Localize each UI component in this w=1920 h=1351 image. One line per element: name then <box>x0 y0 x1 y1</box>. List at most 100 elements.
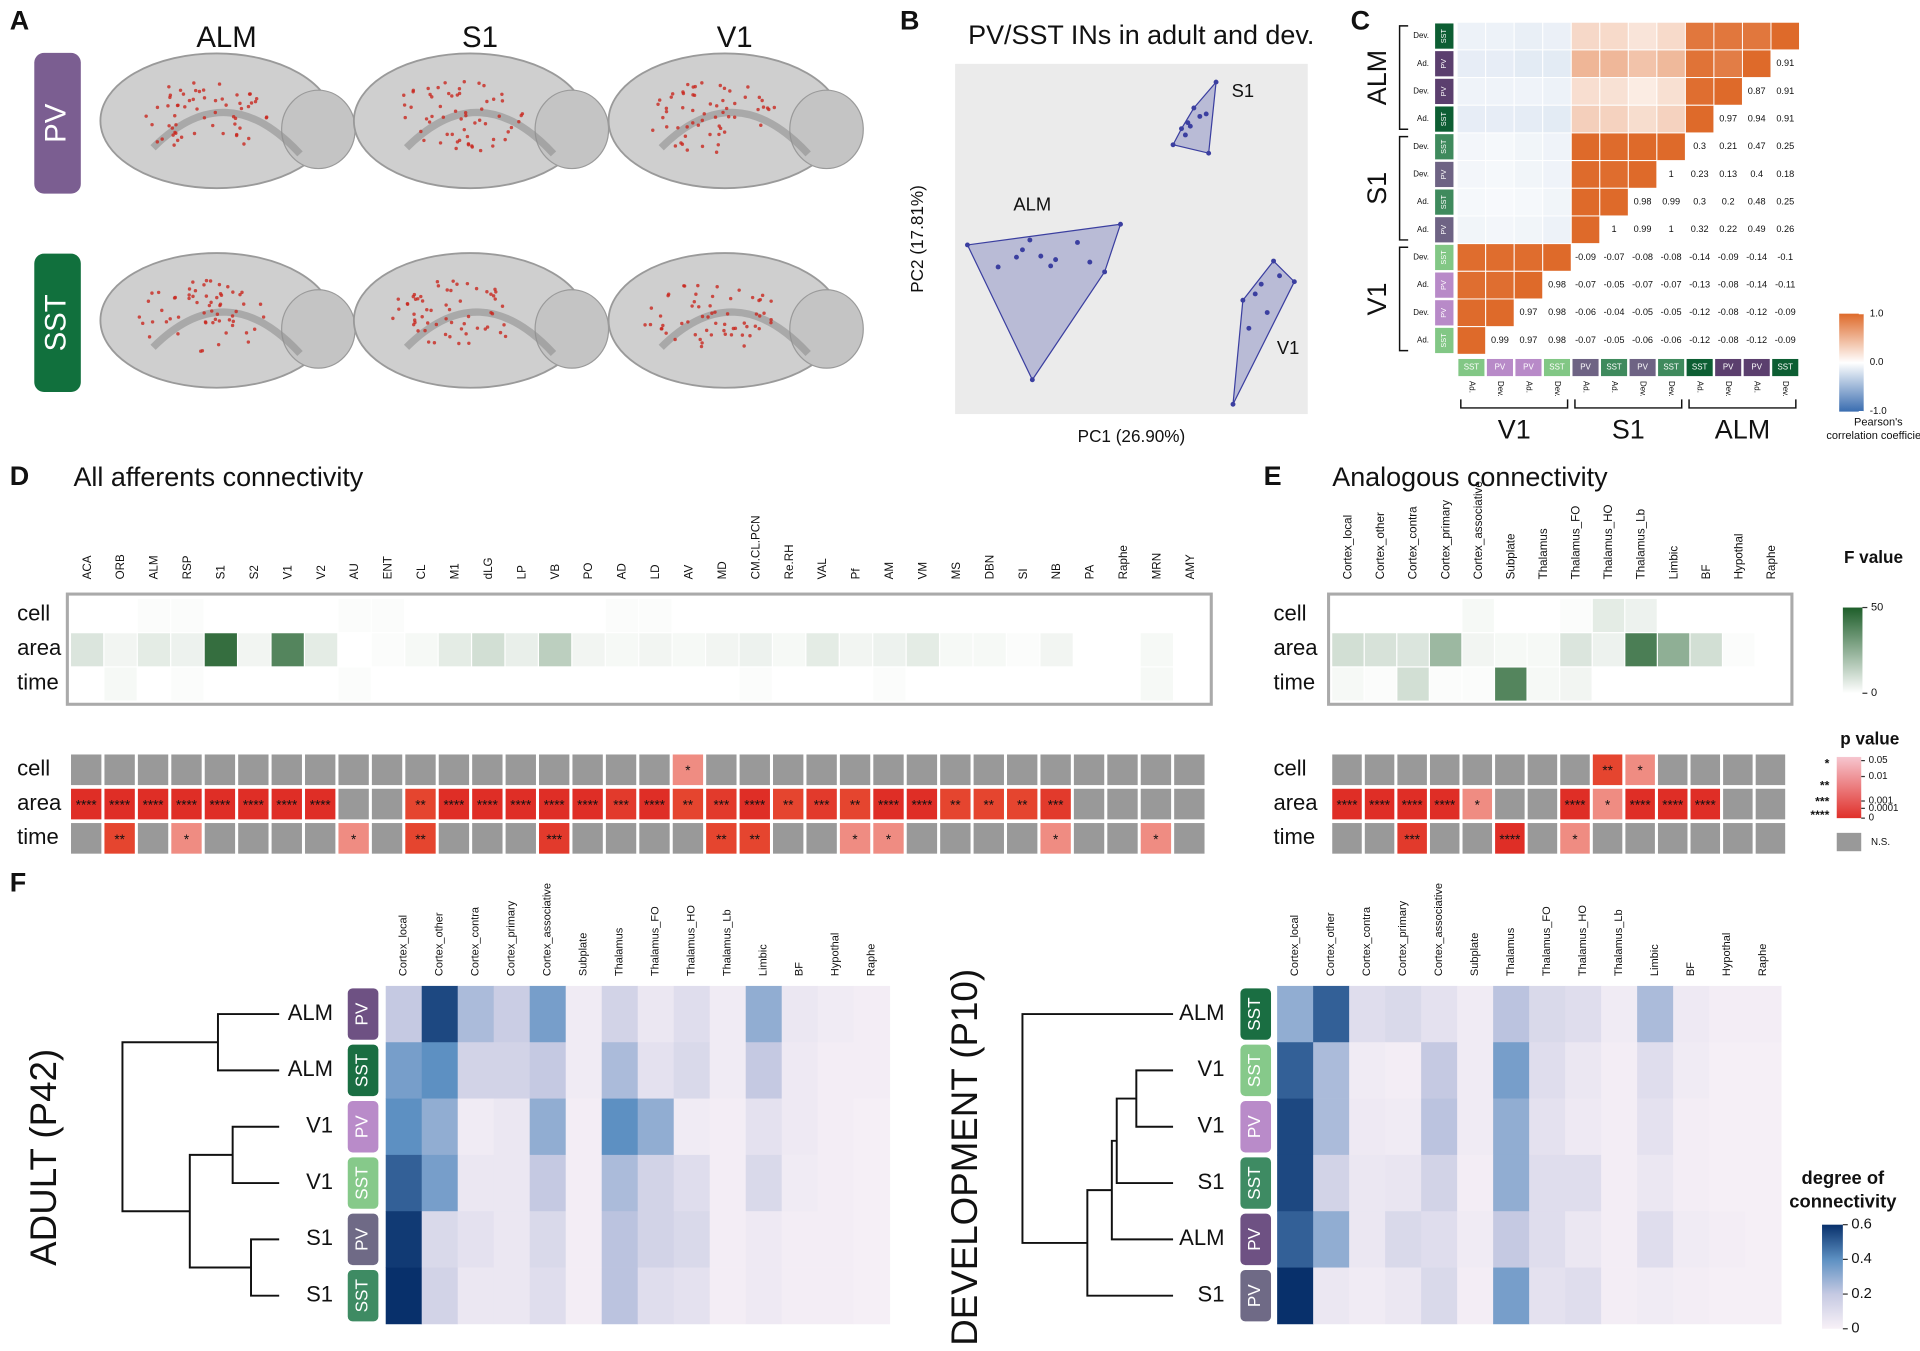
labeled-neuron <box>762 311 766 315</box>
connectivity-cell <box>781 1098 819 1156</box>
labeled-neuron <box>216 342 221 347</box>
labeled-neuron <box>681 106 685 110</box>
f-value-cell <box>405 633 438 667</box>
legend-tick-label: 0.001 <box>1869 796 1893 807</box>
labeled-neuron <box>708 304 712 308</box>
point <box>995 264 1001 270</box>
labeled-neuron <box>661 323 665 328</box>
column-label: Limbic <box>1667 546 1680 580</box>
labeled-neuron <box>192 81 196 85</box>
labeled-neuron <box>453 109 458 113</box>
heatmap-frame <box>65 592 1213 706</box>
labeled-neuron <box>729 333 734 337</box>
labeled-neuron <box>249 101 254 105</box>
row-stage: Ad. <box>1417 225 1429 234</box>
connectivity-cell <box>673 1267 711 1325</box>
labeled-neuron <box>462 127 466 132</box>
column-label: Subplate <box>578 933 590 977</box>
column-label: ENT <box>382 556 395 579</box>
connectivity-cell <box>1313 1098 1350 1156</box>
labeled-neuron <box>416 329 420 333</box>
column-group-label: S1 <box>1612 414 1645 444</box>
p-value-cell <box>1560 823 1590 854</box>
correlation-value: -0.07 <box>1604 252 1625 262</box>
f-value-cell <box>973 667 1006 701</box>
correlation-cell <box>1599 77 1629 106</box>
connectivity-cell <box>1385 985 1422 1043</box>
significance-stars: **** <box>1499 832 1521 847</box>
labeled-neuron <box>748 334 752 338</box>
labeled-neuron <box>248 92 252 96</box>
panel-title: All afferents connectivity <box>73 462 363 492</box>
connectivity-cell <box>853 1154 891 1212</box>
colorbar-title: Pearson's <box>1854 417 1903 429</box>
p-value-cell <box>1174 823 1205 854</box>
f-value-cell <box>1495 667 1527 701</box>
labeled-neuron <box>444 317 448 321</box>
group-bracket <box>1460 399 1569 409</box>
labeled-neuron <box>509 125 514 130</box>
correlation-cell <box>1542 160 1572 189</box>
p-value-cell <box>739 754 770 786</box>
row-stage: Ad. <box>1417 59 1429 68</box>
p-value-cell <box>539 754 570 786</box>
correlation-cell <box>1656 132 1686 162</box>
labeled-neuron <box>210 309 214 313</box>
column-badge <box>1686 358 1713 377</box>
p-value-cell <box>1755 788 1786 820</box>
labeled-neuron <box>191 97 195 102</box>
column-badge <box>1458 358 1485 377</box>
point <box>1264 310 1270 315</box>
connectivity-cell <box>493 1154 531 1212</box>
labeled-neuron <box>740 333 745 337</box>
legend-tick-label: 0 <box>1869 813 1875 824</box>
row-stage: Ad. <box>1417 114 1429 123</box>
colorbar-title: degree of <box>1802 1167 1886 1188</box>
row-label: V1 <box>306 1169 333 1194</box>
connectivity-cell <box>1673 1267 1710 1325</box>
labeled-neuron <box>441 115 446 119</box>
connectivity-cell <box>781 1042 819 1099</box>
correlation-cell <box>1513 132 1544 162</box>
connectivity-cell <box>457 985 495 1043</box>
column-group-label: V1 <box>1498 414 1531 444</box>
row-label: ALM <box>1179 1225 1224 1250</box>
connectivity-cell <box>1277 1211 1314 1268</box>
labeled-neuron <box>191 280 195 284</box>
labeled-neuron <box>254 97 259 101</box>
row-badge-label: PV <box>1244 1284 1264 1307</box>
correlation-value: 0.91 <box>1776 58 1794 68</box>
labeled-neuron <box>412 318 417 322</box>
labeled-neuron <box>478 148 483 153</box>
labeled-neuron <box>238 292 242 297</box>
connectivity-cell <box>1493 1211 1530 1268</box>
correlation-value: 0.21 <box>1719 141 1737 151</box>
connectivity-cell <box>493 1042 531 1099</box>
correlation-value: -0.05 <box>1604 335 1625 345</box>
p-value-cell <box>1462 754 1493 786</box>
f-value-cell <box>1755 598 1788 633</box>
connectivity-cell <box>1349 1154 1386 1212</box>
labeled-neuron <box>500 92 504 96</box>
p-value-cell <box>204 788 236 820</box>
connectivity-cell <box>457 1098 495 1156</box>
column-label: LD <box>649 565 662 580</box>
f-value-cell <box>338 633 371 667</box>
f-value-cell <box>1073 667 1107 701</box>
significance-stars: ** <box>415 797 426 812</box>
labeled-neuron <box>403 115 407 120</box>
labeled-neuron <box>759 123 763 127</box>
labeled-neuron <box>723 332 727 336</box>
correlation-value: 0.32 <box>1691 224 1709 234</box>
column-stage: Dev. <box>1724 381 1733 397</box>
p-value-cell <box>171 754 202 786</box>
connectivity-cell <box>385 985 423 1043</box>
connectivity-cell <box>1277 985 1314 1043</box>
f-value-cell <box>1592 598 1625 633</box>
labeled-neuron <box>459 327 464 331</box>
labeled-neuron <box>710 311 714 315</box>
row-badge-label: PV <box>1439 280 1448 290</box>
connectivity-cell <box>1745 985 1782 1043</box>
f-value-cell <box>1462 598 1494 633</box>
labeled-neuron <box>211 123 215 128</box>
